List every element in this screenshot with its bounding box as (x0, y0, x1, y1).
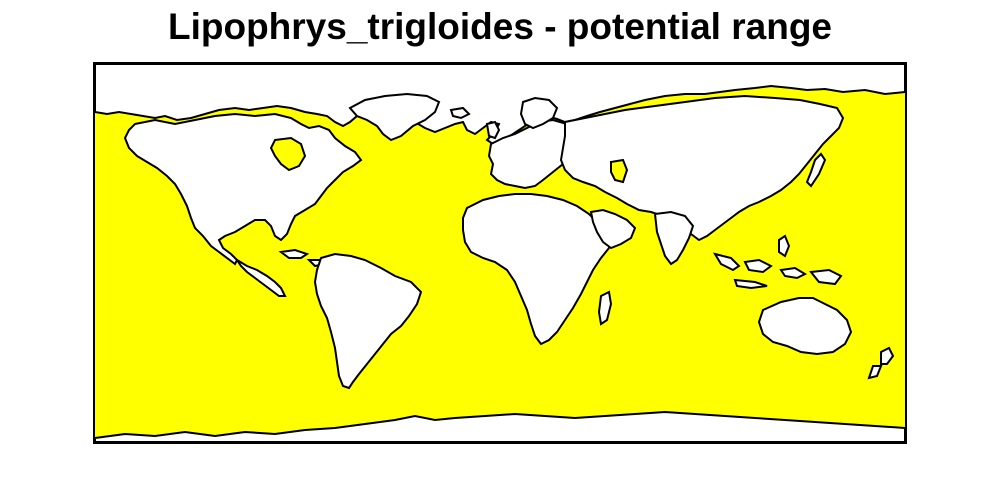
hudson-bay (269, 136, 307, 172)
arctic-coast (95, 64, 905, 146)
philippines (778, 234, 791, 258)
southeast-asian-islands (712, 252, 808, 290)
japan (805, 152, 827, 188)
new-zealand (867, 346, 895, 380)
landmasses (95, 64, 905, 442)
madagascar (597, 290, 613, 326)
map-title: Lipophrys_trigloides - potential range (167, 6, 832, 47)
scandinavia (519, 96, 559, 130)
indian-subcontinent (653, 210, 695, 266)
australia (757, 297, 853, 356)
british-isles (485, 120, 501, 140)
africa (462, 193, 613, 346)
central-america (236, 259, 287, 297)
map-frame (93, 62, 907, 444)
world-map (95, 64, 905, 442)
arabian-peninsula (589, 208, 637, 250)
asia (559, 94, 845, 242)
south-america (313, 252, 423, 390)
caspian-sea (610, 158, 629, 184)
iceland (449, 106, 471, 120)
greenland (348, 92, 441, 142)
antarctica (95, 410, 905, 442)
new-guinea (809, 268, 843, 286)
